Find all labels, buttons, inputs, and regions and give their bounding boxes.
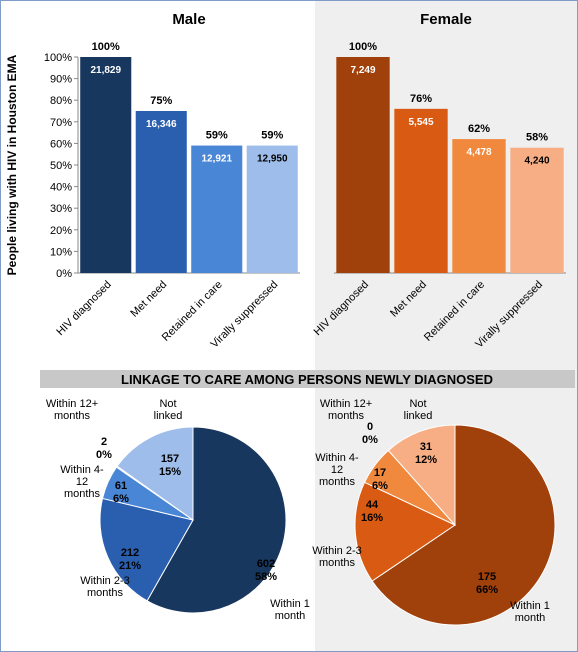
count-label: 5,545 bbox=[408, 117, 433, 128]
percent-label: 6% bbox=[113, 493, 129, 505]
category-label: Within 2-3 months bbox=[312, 545, 362, 569]
bar bbox=[135, 111, 187, 273]
count-label: 17 bbox=[374, 467, 386, 479]
pie-slice bbox=[116, 426, 194, 521]
y-tick-label: 90% bbox=[50, 74, 72, 86]
y-tick-label: 10% bbox=[50, 246, 72, 258]
bar bbox=[191, 145, 243, 273]
category-label: Within 1 month bbox=[270, 598, 310, 622]
y-tick-label: 50% bbox=[50, 160, 72, 172]
category-label: Not linked bbox=[403, 398, 433, 422]
percent-label: 0% bbox=[362, 434, 378, 446]
count-label: 4,478 bbox=[466, 147, 491, 158]
category-label: Not linked bbox=[153, 398, 183, 422]
count-label: 16,346 bbox=[146, 119, 177, 130]
pie-slice bbox=[354, 481, 457, 582]
percent-label: 58% bbox=[255, 571, 277, 583]
value-label: 100% bbox=[92, 41, 120, 53]
count-label: 602 bbox=[257, 558, 275, 570]
y-tick-label: 30% bbox=[50, 203, 72, 215]
category-label: Within 4-12 months bbox=[315, 452, 359, 488]
bar bbox=[394, 108, 448, 273]
bar bbox=[452, 139, 506, 273]
y-tick-label: 40% bbox=[50, 182, 72, 194]
count-label: 2 bbox=[101, 436, 107, 448]
value-label: 59% bbox=[206, 130, 228, 142]
count-label: 44 bbox=[366, 499, 379, 511]
value-label: 76% bbox=[410, 93, 432, 105]
percent-label: 66% bbox=[476, 584, 498, 596]
percent-label: 15% bbox=[159, 466, 181, 478]
y-tick-label: 70% bbox=[50, 117, 72, 129]
count-label: 61 bbox=[115, 480, 127, 492]
section-bar bbox=[40, 370, 575, 388]
y-axis-label: People living with HIV in Houston EMA bbox=[5, 54, 19, 275]
bar bbox=[510, 147, 564, 273]
y-tick-label: 100% bbox=[44, 52, 72, 64]
count-label: 12,950 bbox=[257, 154, 288, 165]
value-label: 62% bbox=[468, 123, 490, 135]
bar bbox=[336, 57, 390, 273]
chart-title: Female bbox=[420, 11, 472, 28]
percent-label: 6% bbox=[372, 480, 388, 492]
count-label: 7,249 bbox=[350, 65, 375, 76]
section-title: LINKAGE TO CARE AMONG PERSONS NEWLY DIAG… bbox=[121, 372, 493, 387]
pie-slice bbox=[146, 426, 287, 614]
percent-label: 16% bbox=[361, 512, 383, 524]
bar bbox=[246, 145, 298, 273]
pie-slice bbox=[387, 424, 456, 527]
pie-slice bbox=[99, 497, 194, 602]
value-label: 58% bbox=[526, 132, 548, 144]
count-label: 212 bbox=[121, 547, 139, 559]
count-label: 31 bbox=[420, 441, 432, 453]
bar bbox=[80, 57, 132, 273]
category-label: Within 12+ months bbox=[319, 398, 373, 422]
chart-title: Male bbox=[172, 11, 205, 28]
count-label: 4,240 bbox=[524, 156, 549, 167]
pie-slice bbox=[371, 424, 556, 626]
y-tick-label: 0% bbox=[56, 268, 72, 280]
y-tick-label: 60% bbox=[50, 138, 72, 150]
category-label: Within 12+ months bbox=[45, 398, 99, 422]
count-label: 12,921 bbox=[201, 154, 232, 165]
value-label: 75% bbox=[150, 95, 172, 107]
percent-label: 0% bbox=[96, 449, 112, 461]
value-label: 59% bbox=[261, 130, 283, 142]
count-label: 0 bbox=[367, 421, 373, 433]
percent-label: 12% bbox=[415, 454, 437, 466]
count-label: 21,829 bbox=[90, 65, 121, 76]
category-label: Within 2-3 months bbox=[80, 575, 130, 599]
value-label: 100% bbox=[349, 41, 377, 53]
category-label: Within 4-12 months bbox=[60, 464, 104, 500]
count-label: 175 bbox=[478, 571, 496, 583]
y-tick-label: 20% bbox=[50, 225, 72, 237]
count-label: 157 bbox=[161, 453, 179, 465]
category-label: Within 1 month bbox=[510, 600, 550, 624]
percent-label: 21% bbox=[119, 560, 141, 572]
y-tick-label: 80% bbox=[50, 95, 72, 107]
